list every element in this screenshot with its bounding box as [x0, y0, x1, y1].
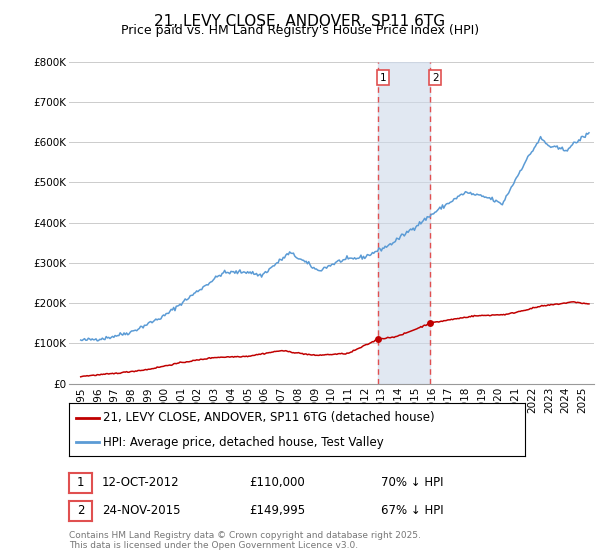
Bar: [378, 62, 430, 384]
Text: 24-NOV-2015: 24-NOV-2015: [102, 504, 181, 517]
Text: HPI: Average price, detached house, Test Valley: HPI: Average price, detached house, Test…: [103, 436, 384, 449]
Text: 12-OCT-2012: 12-OCT-2012: [102, 476, 179, 489]
Text: 67% ↓ HPI: 67% ↓ HPI: [381, 504, 443, 517]
Text: 2: 2: [77, 504, 84, 517]
Text: Price paid vs. HM Land Registry's House Price Index (HPI): Price paid vs. HM Land Registry's House …: [121, 24, 479, 37]
Text: £110,000: £110,000: [249, 476, 305, 489]
Text: 1: 1: [380, 73, 386, 83]
Text: 1: 1: [77, 476, 84, 489]
Text: £149,995: £149,995: [249, 504, 305, 517]
Text: Contains HM Land Registry data © Crown copyright and database right 2025.
This d: Contains HM Land Registry data © Crown c…: [69, 530, 421, 550]
Text: 21, LEVY CLOSE, ANDOVER, SP11 6TG (detached house): 21, LEVY CLOSE, ANDOVER, SP11 6TG (detac…: [103, 411, 435, 424]
Text: 70% ↓ HPI: 70% ↓ HPI: [381, 476, 443, 489]
Text: 2: 2: [432, 73, 439, 83]
Text: 21, LEVY CLOSE, ANDOVER, SP11 6TG: 21, LEVY CLOSE, ANDOVER, SP11 6TG: [154, 14, 446, 29]
